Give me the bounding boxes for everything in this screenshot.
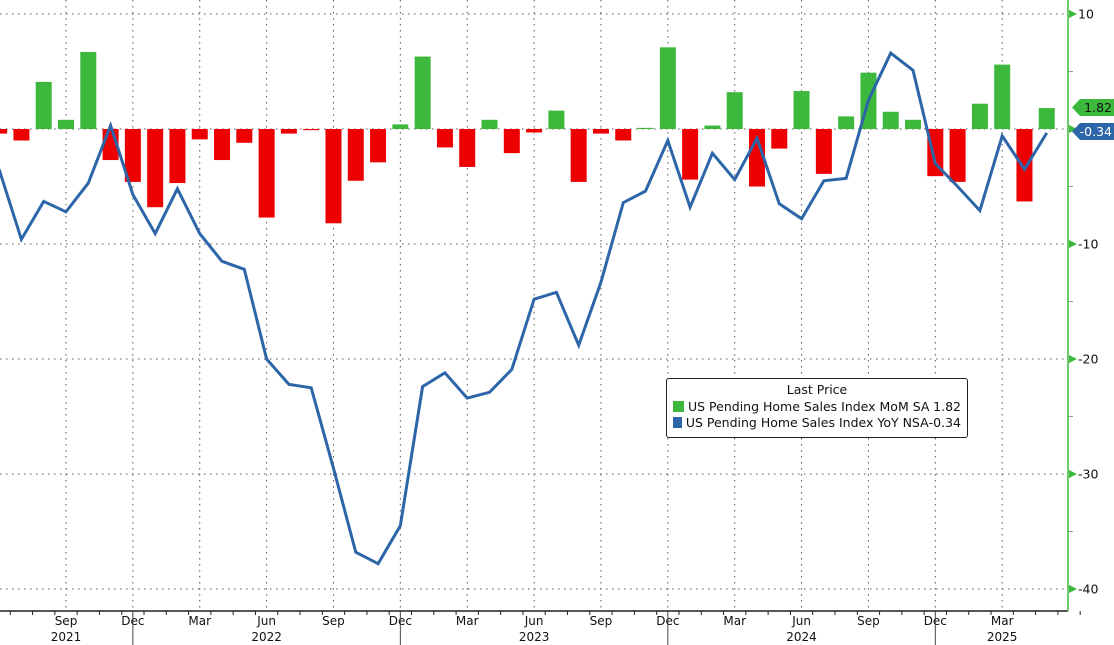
- bar-mom: [58, 119, 74, 129]
- y-tick-label: -40: [1078, 582, 1098, 597]
- last-value-tag-mom: 1.82: [1072, 99, 1114, 116]
- bar-mom: [726, 92, 743, 129]
- bar-mom: [682, 129, 699, 180]
- bar-mom: [191, 129, 208, 140]
- bar-mom: [459, 129, 476, 167]
- y-tick-label: -10: [1078, 237, 1098, 252]
- bar-mom: [1016, 129, 1033, 202]
- bar-mom: [370, 129, 387, 163]
- legend-title: Last Price: [786, 382, 848, 397]
- bar-mom: [236, 129, 253, 143]
- legend-item-mom: US Pending Home Sales Index MoM SA 1.82: [673, 398, 961, 414]
- x-tick-label: Jun: [791, 614, 811, 628]
- bar-mom: [214, 129, 231, 161]
- axis-tick-marker: [1069, 585, 1077, 593]
- x-tick-label: Mar: [991, 614, 1014, 628]
- bar-mom: [481, 119, 498, 129]
- y-tick-label: -30: [1078, 467, 1098, 482]
- legend-value: -0.34: [928, 414, 961, 430]
- legend-label: US Pending Home Sales Index MoM SA: [688, 398, 930, 414]
- bar-mom: [882, 111, 899, 129]
- bar-mom: [592, 129, 609, 134]
- bar-mom: [838, 116, 855, 129]
- bar-mom: [124, 129, 141, 182]
- bar-mom: [0, 129, 8, 134]
- bar-mom: [971, 103, 988, 129]
- legend-swatch-green: [673, 400, 684, 412]
- axis-tick-marker: [1069, 240, 1077, 248]
- x-year-label: 2023: [519, 630, 550, 644]
- y-tick-label: -20: [1078, 352, 1098, 367]
- legend-label: US Pending Home Sales Index YoY NSA: [685, 414, 929, 430]
- y-tick-label: 10: [1078, 7, 1094, 22]
- bar-mom: [258, 129, 275, 218]
- legend-swatch-blue: [673, 416, 682, 428]
- bar-mom: [147, 129, 164, 208]
- bar-mom: [1038, 108, 1055, 129]
- x-year-label: 2021: [51, 630, 82, 644]
- bar-mom: [637, 127, 654, 129]
- bar-mom: [392, 124, 409, 129]
- bar-mom: [704, 125, 721, 129]
- x-tick-label: Sep: [322, 614, 345, 628]
- bar-mom: [905, 119, 922, 129]
- legend-item-yoy: US Pending Home Sales Index YoY NSA -0.3…: [673, 414, 961, 430]
- bar-mom: [526, 129, 543, 133]
- x-tick-label: Jun: [524, 614, 544, 628]
- x-tick-label: Mar: [723, 614, 746, 628]
- x-year-label: 2024: [786, 630, 817, 644]
- x-tick-label: Sep: [857, 614, 880, 628]
- bar-mom: [659, 47, 676, 129]
- x-tick-label: Mar: [456, 614, 479, 628]
- x-tick-label: Sep: [590, 614, 613, 628]
- axis-tick-marker: [1069, 470, 1077, 478]
- bar-mom: [325, 129, 342, 224]
- bar-mom: [615, 129, 632, 141]
- x-year-label: 2025: [987, 630, 1018, 644]
- bar-mom: [503, 129, 520, 154]
- bar-mom: [414, 56, 431, 129]
- axis-tick-marker: [1069, 125, 1077, 133]
- bar-mom: [793, 91, 810, 129]
- bar-mom: [35, 81, 52, 129]
- bar-mom: [436, 129, 453, 148]
- legend-value: 1.82: [933, 398, 961, 414]
- bar-mom: [994, 64, 1011, 129]
- bar-mom: [280, 129, 297, 134]
- line-yoy: [0, 50, 1049, 566]
- bar-mom: [815, 129, 832, 174]
- bar-mom: [771, 129, 788, 149]
- bar-mom: [169, 129, 186, 184]
- bar-mom: [80, 51, 97, 130]
- bar-mom: [570, 129, 587, 182]
- last-value-tag-yoy: -0.34: [1072, 123, 1114, 140]
- bar-mom: [13, 129, 30, 141]
- bar-mom: [303, 129, 320, 131]
- x-year-label: 2022: [251, 630, 282, 644]
- legend: Last Price US Pending Home Sales Index M…: [666, 378, 968, 438]
- bar-mom: [548, 110, 565, 129]
- x-tick-label: Sep: [55, 614, 78, 628]
- x-tick-label: Jun: [256, 614, 276, 628]
- bar-mom: [347, 129, 364, 181]
- axis-tick-marker: [1069, 355, 1077, 363]
- bar-mom: [949, 129, 966, 182]
- axis-tick-marker: [1069, 10, 1077, 18]
- x-tick-label: Mar: [188, 614, 211, 628]
